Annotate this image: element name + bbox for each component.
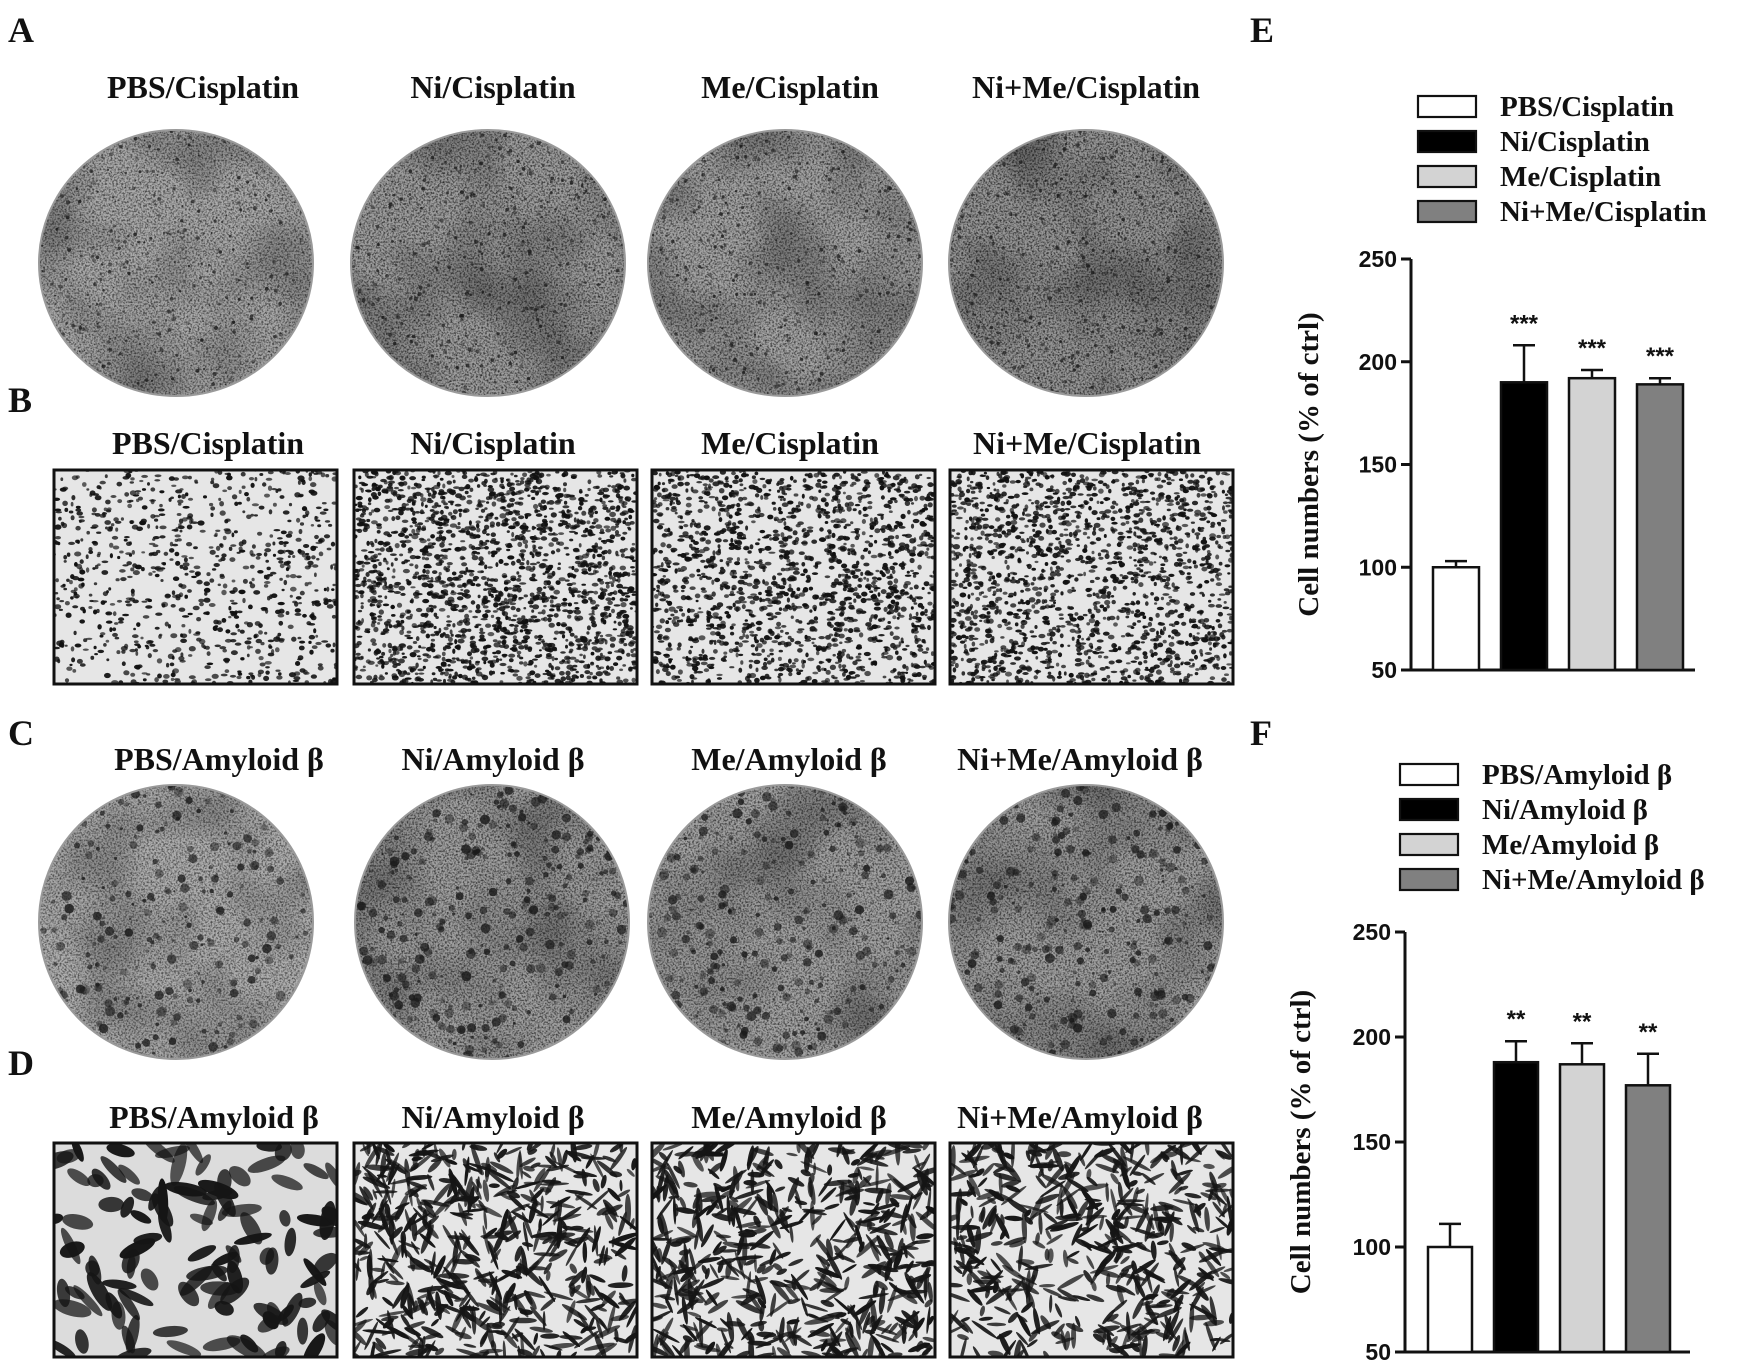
panel-a-label-nime: Ni+Me/Cisplatin <box>972 69 1200 105</box>
panel-letter-b: B <box>8 380 32 420</box>
panel-a-dish-3 <box>647 129 923 397</box>
panel-f-bar-4 <box>1624 1084 1672 1354</box>
panel-d-field-2 <box>352 1141 639 1359</box>
panel-e-bar-2 <box>1499 381 1549 672</box>
panel-e-y-axis-label: Cell numbers (% of ctrl) <box>1293 312 1325 616</box>
panel-c-label-ni: Ni/Amyloid β <box>401 741 584 777</box>
panel-f-ytick-label-2: 100 <box>1353 1234 1391 1260</box>
panel-f-bar-3 <box>1558 1063 1606 1354</box>
panel-d-microscopy-fields <box>52 1141 1235 1359</box>
panel-f-ytick-label-1: 50 <box>1365 1339 1391 1365</box>
panel-f-legend-label-2: Ni/Amyloid β <box>1482 794 1648 826</box>
panel-e-bar-4 <box>1635 383 1685 672</box>
panel-letter-e: E <box>1250 10 1274 50</box>
panel-d-field-4 <box>948 1141 1235 1359</box>
panel-letter-a: A <box>8 10 34 50</box>
panel-e-ytick-label-5: 250 <box>1359 246 1397 272</box>
panel-e-legend-swatch-2 <box>1416 129 1478 154</box>
panel-c-colony-dishes <box>38 784 1224 1060</box>
panel-c-label-pbs: PBS/Amyloid β <box>114 741 324 777</box>
panel-f-legend-label-4: Ni+Me/Amyloid β <box>1482 864 1705 896</box>
panel-a-label-pbs: PBS/Cisplatin <box>107 69 299 105</box>
panel-e-legend-swatch-1 <box>1416 94 1478 119</box>
panel-b-label-ni: Ni/Cisplatin <box>410 425 576 461</box>
panel-f-legend-swatch-2 <box>1398 797 1460 822</box>
panel-f-legend-swatch-4 <box>1398 867 1460 892</box>
panel-b-field-4 <box>948 468 1235 686</box>
panel-c-label-me: Me/Amyloid β <box>691 741 887 777</box>
panel-a-dish-2 <box>350 129 626 397</box>
panel-f-bar-1 <box>1426 1245 1474 1354</box>
panel-e-ytick-label-4: 200 <box>1359 349 1397 375</box>
panel-e-legend-label-2: Ni/Cisplatin <box>1500 126 1650 158</box>
panel-f-legend-label-1: PBS/Amyloid β <box>1482 759 1672 791</box>
panel-c-dish-4 <box>948 784 1224 1060</box>
panel-f-ytick-label-5: 250 <box>1353 919 1391 945</box>
panel-e-legend-label-3: Me/Cisplatin <box>1500 161 1661 193</box>
panel-f-legend-swatch-3 <box>1398 832 1460 857</box>
panel-b-label-pbs: PBS/Cisplatin <box>112 425 304 461</box>
panel-f-ytick-label-3: 150 <box>1353 1129 1391 1155</box>
panel-e-bar-chart: PBS/CisplatinNi/CisplatinMe/CisplatinNi+… <box>1293 91 1707 683</box>
panel-letter-c: C <box>8 713 34 753</box>
panel-b-label-me: Me/Cisplatin <box>701 425 879 461</box>
panel-d-label-me: Me/Amyloid β <box>691 1099 887 1135</box>
panel-e-ytick-label-1: 50 <box>1371 657 1397 683</box>
panel-f-legend-label-3: Me/Amyloid β <box>1482 829 1659 861</box>
panel-e-legend-swatch-3 <box>1416 164 1478 189</box>
panel-e-bar-3 <box>1567 376 1617 672</box>
panel-f-significance-2: ** <box>1507 1006 1526 1033</box>
panel-d-field-3 <box>650 1141 937 1359</box>
panel-c-label-nime: Ni+Me/Amyloid β <box>957 741 1203 777</box>
panel-e-legend-swatch-4 <box>1416 199 1478 224</box>
panel-d-field-1 <box>52 1141 339 1359</box>
panel-f-bar-2 <box>1492 1060 1540 1354</box>
panel-a-dish-4 <box>948 129 1224 397</box>
panel-a-label-ni: Ni/Cisplatin <box>410 69 576 105</box>
panel-f-y-axis-label: Cell numbers (% of ctrl) <box>1285 990 1317 1294</box>
panel-e-legend-label-4: Ni+Me/Cisplatin <box>1500 196 1707 228</box>
panel-e-significance-3: *** <box>1578 335 1607 362</box>
panel-b-field-1 <box>52 468 339 686</box>
panel-letter-d: D <box>8 1043 34 1083</box>
panel-b-field-2 <box>352 468 639 686</box>
panel-b-label-nime: Ni+Me/Cisplatin <box>973 425 1201 461</box>
panel-f-significance-4: ** <box>1639 1019 1658 1046</box>
panel-a-colony-dishes <box>38 129 1224 397</box>
panel-e-ytick-label-2: 100 <box>1359 554 1397 580</box>
panel-a-dish-1 <box>38 129 314 397</box>
panel-f-bar-chart: PBS/Amyloid βNi/Amyloid βMe/Amyloid βNi+… <box>1285 759 1705 1365</box>
panel-e-bar-1 <box>1431 566 1481 672</box>
panel-c-dish-2 <box>354 784 630 1060</box>
panel-e-significance-4: *** <box>1646 343 1675 370</box>
panel-e-significance-2: *** <box>1510 310 1539 337</box>
panel-d-label-nime: Ni+Me/Amyloid β <box>957 1099 1203 1135</box>
panel-b-field-3 <box>650 468 937 686</box>
panel-e-ytick-label-3: 150 <box>1359 452 1397 478</box>
panel-b-microscopy-fields <box>52 468 1235 686</box>
panel-c-dish-1 <box>38 784 314 1060</box>
panel-c-dish-3 <box>647 784 923 1060</box>
panel-d-label-ni: Ni/Amyloid β <box>401 1099 584 1135</box>
panel-f-significance-3: ** <box>1573 1008 1592 1035</box>
panel-f-ytick-label-4: 200 <box>1353 1024 1391 1050</box>
panel-letter-f: F <box>1250 713 1272 753</box>
panel-f-legend-swatch-1 <box>1398 762 1460 787</box>
panel-a-label-me: Me/Cisplatin <box>701 69 879 105</box>
panel-e-legend-label-1: PBS/Cisplatin <box>1500 91 1674 123</box>
panel-d-label-pbs: PBS/Amyloid β <box>109 1099 319 1135</box>
